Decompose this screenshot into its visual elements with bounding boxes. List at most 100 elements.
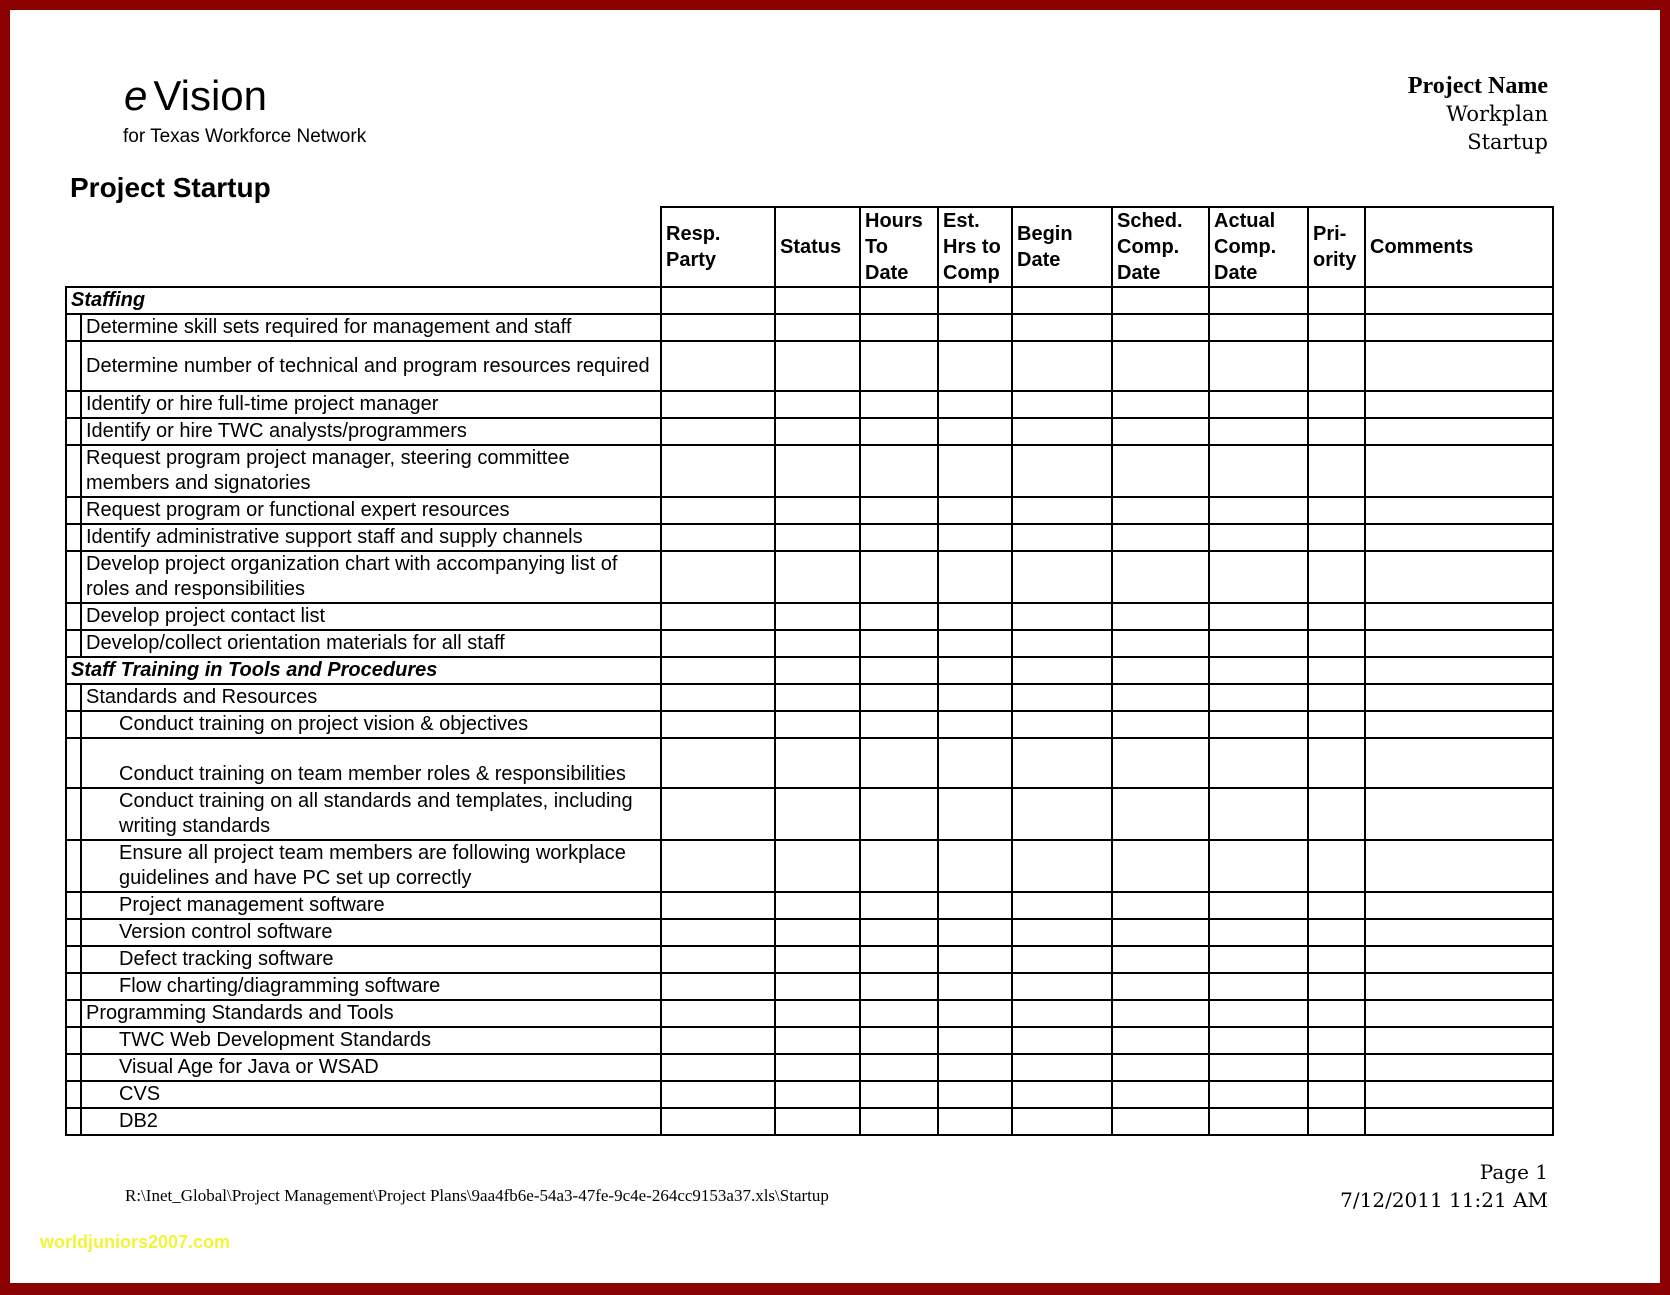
- data-cell[interactable]: [859, 656, 939, 685]
- data-cell[interactable]: [1011, 891, 1113, 920]
- data-cell[interactable]: [1307, 839, 1366, 893]
- data-cell[interactable]: [937, 710, 1013, 739]
- data-cell[interactable]: [937, 945, 1013, 974]
- data-cell[interactable]: [1208, 602, 1309, 631]
- data-cell[interactable]: [1307, 602, 1366, 631]
- data-cell[interactable]: [1307, 523, 1366, 552]
- data-cell[interactable]: [1011, 444, 1113, 498]
- data-cell[interactable]: [1111, 737, 1210, 789]
- data-cell[interactable]: [1208, 787, 1309, 841]
- data-cell[interactable]: [937, 891, 1013, 920]
- data-cell[interactable]: [660, 918, 776, 947]
- data-cell[interactable]: [1111, 999, 1210, 1028]
- data-cell[interactable]: [774, 656, 861, 685]
- data-cell[interactable]: [1307, 891, 1366, 920]
- data-cell[interactable]: [1111, 340, 1210, 392]
- data-cell[interactable]: [1364, 945, 1554, 974]
- data-cell[interactable]: [1208, 1080, 1309, 1109]
- data-cell[interactable]: [1111, 550, 1210, 604]
- data-cell[interactable]: [1011, 710, 1113, 739]
- data-cell[interactable]: [660, 891, 776, 920]
- data-cell[interactable]: [1111, 945, 1210, 974]
- data-cell[interactable]: [1011, 523, 1113, 552]
- data-cell[interactable]: [1111, 787, 1210, 841]
- data-cell[interactable]: [1364, 737, 1554, 789]
- data-cell[interactable]: [1307, 972, 1366, 1001]
- data-cell[interactable]: [774, 523, 861, 552]
- data-cell[interactable]: [1111, 1053, 1210, 1082]
- data-cell[interactable]: [1307, 945, 1366, 974]
- data-cell[interactable]: [1307, 444, 1366, 498]
- data-cell[interactable]: [660, 390, 776, 419]
- data-cell[interactable]: [1364, 999, 1554, 1028]
- data-cell[interactable]: [1208, 656, 1309, 685]
- data-cell[interactable]: [1364, 523, 1554, 552]
- data-cell[interactable]: [1364, 496, 1554, 525]
- data-cell[interactable]: [774, 390, 861, 419]
- data-cell[interactable]: [1208, 737, 1309, 789]
- data-cell[interactable]: [1111, 313, 1210, 342]
- data-cell[interactable]: [1307, 999, 1366, 1028]
- data-cell[interactable]: [660, 444, 776, 498]
- data-cell[interactable]: [937, 737, 1013, 789]
- data-cell[interactable]: [1364, 710, 1554, 739]
- data-cell[interactable]: [1011, 1107, 1113, 1136]
- data-cell[interactable]: [1208, 313, 1309, 342]
- data-cell[interactable]: [859, 737, 939, 789]
- data-cell[interactable]: [774, 737, 861, 789]
- data-cell[interactable]: [859, 1053, 939, 1082]
- data-cell[interactable]: [859, 629, 939, 658]
- data-cell[interactable]: [1307, 550, 1366, 604]
- data-cell[interactable]: [1364, 972, 1554, 1001]
- data-cell[interactable]: [1364, 313, 1554, 342]
- data-cell[interactable]: [1364, 340, 1554, 392]
- data-cell[interactable]: [660, 523, 776, 552]
- data-cell[interactable]: [774, 918, 861, 947]
- data-cell[interactable]: [774, 1107, 861, 1136]
- data-cell[interactable]: [937, 496, 1013, 525]
- data-cell[interactable]: [1208, 390, 1309, 419]
- data-cell[interactable]: [660, 683, 776, 712]
- data-cell[interactable]: [1011, 918, 1113, 947]
- data-cell[interactable]: [1307, 787, 1366, 841]
- data-cell[interactable]: [774, 417, 861, 446]
- data-cell[interactable]: [1208, 683, 1309, 712]
- data-cell[interactable]: [937, 1026, 1013, 1055]
- data-cell[interactable]: [937, 1107, 1013, 1136]
- data-cell[interactable]: [859, 390, 939, 419]
- data-cell[interactable]: [1208, 1107, 1309, 1136]
- data-cell[interactable]: [937, 286, 1013, 315]
- data-cell[interactable]: [1011, 286, 1113, 315]
- data-cell[interactable]: [1208, 340, 1309, 392]
- data-cell[interactable]: [859, 918, 939, 947]
- data-cell[interactable]: [1364, 550, 1554, 604]
- data-cell[interactable]: [1208, 710, 1309, 739]
- data-cell[interactable]: [859, 972, 939, 1001]
- data-cell[interactable]: [660, 787, 776, 841]
- data-cell[interactable]: [1364, 1107, 1554, 1136]
- data-cell[interactable]: [1364, 602, 1554, 631]
- data-cell[interactable]: [774, 683, 861, 712]
- data-cell[interactable]: [1208, 496, 1309, 525]
- data-cell[interactable]: [1208, 918, 1309, 947]
- data-cell[interactable]: [774, 340, 861, 392]
- data-cell[interactable]: [937, 602, 1013, 631]
- data-cell[interactable]: [937, 683, 1013, 712]
- data-cell[interactable]: [1011, 839, 1113, 893]
- data-cell[interactable]: [1111, 710, 1210, 739]
- data-cell[interactable]: [660, 550, 776, 604]
- data-cell[interactable]: [1011, 656, 1113, 685]
- data-cell[interactable]: [1307, 390, 1366, 419]
- data-cell[interactable]: [1208, 839, 1309, 893]
- data-cell[interactable]: [1364, 1080, 1554, 1109]
- data-cell[interactable]: [1307, 1053, 1366, 1082]
- data-cell[interactable]: [859, 444, 939, 498]
- data-cell[interactable]: [660, 496, 776, 525]
- data-cell[interactable]: [1011, 737, 1113, 789]
- data-cell[interactable]: [1111, 390, 1210, 419]
- data-cell[interactable]: [660, 629, 776, 658]
- data-cell[interactable]: [859, 286, 939, 315]
- data-cell[interactable]: [937, 523, 1013, 552]
- data-cell[interactable]: [774, 710, 861, 739]
- data-cell[interactable]: [1111, 629, 1210, 658]
